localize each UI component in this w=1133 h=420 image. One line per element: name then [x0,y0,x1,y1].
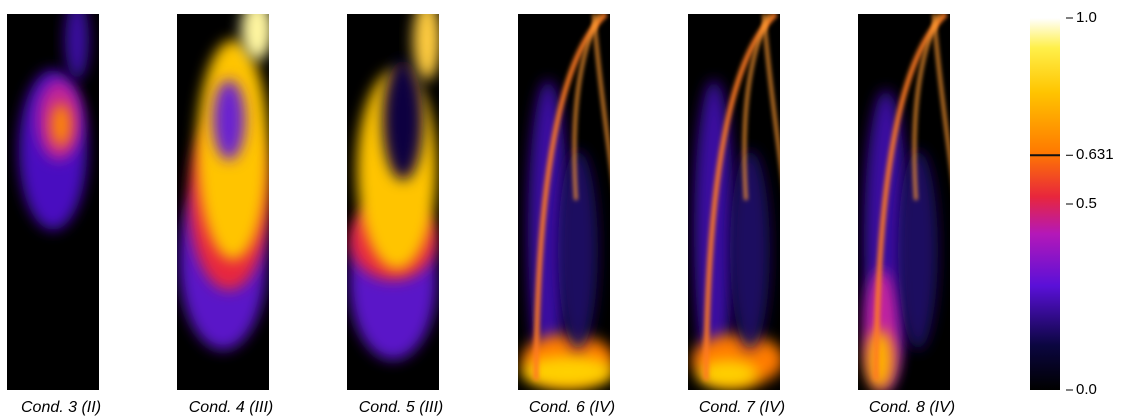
panel-caption: Cond. 6 (IV) [529,399,615,416]
tick-label: 0.0 [1076,381,1097,398]
panel-caption: Cond. 5 (III) [359,399,443,416]
tick-label: 0.5 [1076,195,1097,212]
heatmap-panel: Cond. 6 (IV) [518,14,616,416]
panels: Cond. 3 (II) Cond. 4 (III) Cond. 5 (III) Co… [7,0,956,416]
heatmap-panel: Cond. 4 (III) [177,0,273,416]
tick-label: 0.631 [1076,146,1114,163]
heatmap-panel: Cond. 7 (IV) [688,14,786,416]
intensity-blob [866,330,894,390]
panel-caption: Cond. 8 (IV) [869,399,955,416]
panel-caption: Cond. 3 (II) [21,399,101,416]
intensity-blob [898,150,938,350]
figure: Cond. 3 (II) Cond. 4 (III) Cond. 5 (III) Co… [0,0,1133,420]
tick-label: 1.0 [1076,9,1097,26]
intensity-blob [241,0,273,60]
intensity-blob [51,103,71,147]
intensity-blob [413,0,441,80]
intensity-blob [65,0,89,80]
intensity-blob [730,150,770,350]
heatmap-panel: Cond. 3 (II) [7,0,101,416]
intensity-blob [213,80,245,160]
colorbar: 0.0 0.5 0.631 1.0 [1030,9,1114,398]
heatmap-panel: Cond. 8 (IV) [858,14,956,416]
intensity-blob [558,150,598,350]
heatmap-panel: Cond. 5 (III) [347,0,443,416]
colorbar-gradient [1030,18,1060,390]
intensity-blob [383,60,423,180]
panel-caption: Cond. 4 (III) [189,399,273,416]
panel-caption: Cond. 7 (IV) [699,399,785,416]
